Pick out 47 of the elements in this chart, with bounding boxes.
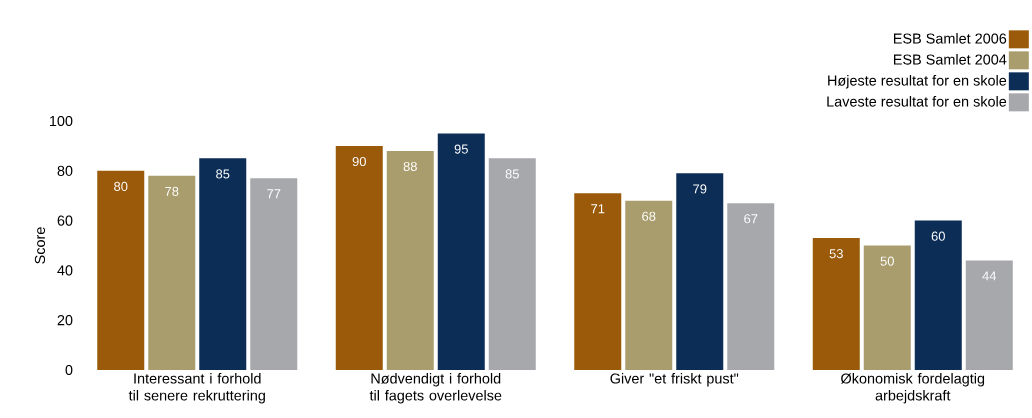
x-tick-label: Interessant i forhold til senere rekruttering	[128, 373, 265, 404]
y-axis-title: Score	[34, 227, 46, 264]
data-label: 60	[931, 231, 945, 241]
bar	[148, 175, 196, 370]
bar	[386, 150, 434, 370]
data-label: 77	[267, 189, 281, 199]
bar	[914, 220, 962, 370]
legend-label: Laveste resultat for en skole	[827, 96, 1007, 107]
bar	[676, 173, 724, 370]
data-label: 67	[744, 214, 758, 224]
bar	[250, 178, 298, 370]
x-tick-label: Giver "et friskt pust"	[610, 373, 739, 387]
data-label: 68	[642, 211, 656, 221]
bar	[335, 145, 383, 370]
bar	[488, 158, 536, 370]
data-label: 85	[216, 169, 230, 179]
data-label: 85	[505, 169, 519, 179]
x-tick-label: Økonomisk fordelagtig arbejdskraft	[841, 373, 985, 404]
data-label: 80	[114, 181, 128, 191]
legend-label: ESB Samlet 2006	[893, 33, 1007, 44]
bar	[437, 133, 485, 370]
y-tick-label: 20	[57, 315, 73, 326]
bar	[199, 158, 247, 370]
data-label: 95	[454, 144, 468, 154]
data-label: 71	[591, 204, 605, 214]
legend-label: Højeste resultat for en skole	[828, 75, 1007, 89]
x-tick-label: Nødvendigt i forhold til fagets overlevelse	[369, 373, 502, 404]
data-label: 53	[829, 249, 843, 259]
y-tick-label: 0	[65, 364, 73, 376]
data-label: 79	[693, 184, 707, 194]
bar	[965, 260, 1013, 370]
bar	[574, 193, 622, 370]
bar	[812, 238, 860, 370]
y-tick-label: 100	[49, 115, 73, 127]
bar	[97, 170, 145, 370]
bar	[625, 200, 673, 370]
bar	[863, 245, 911, 370]
legend-label: ESB Samlet 2004	[893, 54, 1007, 65]
y-tick-label: 80	[57, 165, 73, 176]
bar	[727, 203, 775, 370]
y-tick-label: 60	[57, 215, 73, 226]
data-label: 88	[403, 161, 417, 172]
data-label: 90	[352, 156, 366, 167]
y-tick-label: 40	[57, 265, 73, 276]
data-label: 50	[880, 256, 894, 266]
data-label: 44	[982, 271, 997, 281]
data-label: 78	[165, 186, 179, 196]
